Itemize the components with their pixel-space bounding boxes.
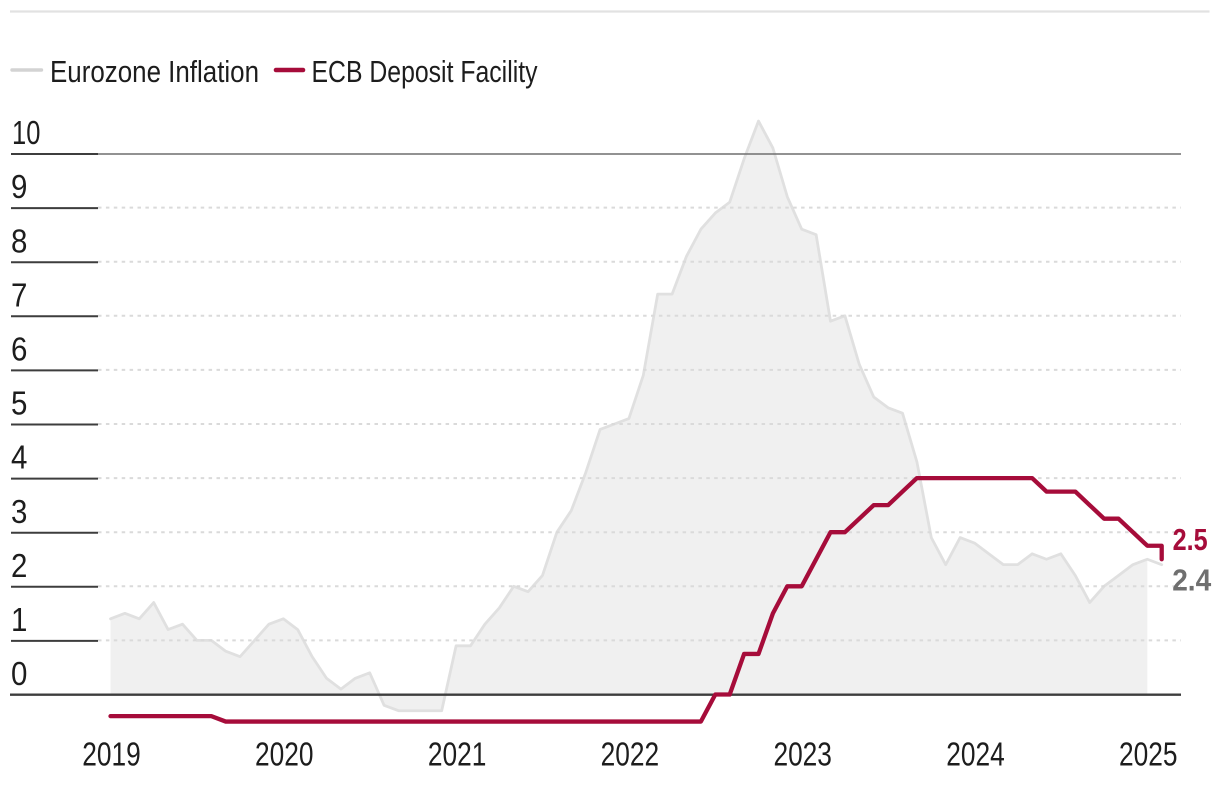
svg-text:2023: 2023 xyxy=(773,736,832,773)
svg-text:8: 8 xyxy=(11,222,27,259)
svg-text:2.5: 2.5 xyxy=(1173,522,1208,557)
svg-text:10: 10 xyxy=(12,114,40,151)
svg-text:2022: 2022 xyxy=(601,736,660,773)
svg-text:3: 3 xyxy=(11,493,27,530)
svg-text:ECB Deposit Facility: ECB Deposit Facility xyxy=(312,54,538,89)
svg-text:2019: 2019 xyxy=(82,736,141,773)
svg-text:2020: 2020 xyxy=(255,736,314,773)
svg-text:2: 2 xyxy=(11,547,27,584)
svg-text:9: 9 xyxy=(11,168,27,205)
svg-text:5: 5 xyxy=(11,385,27,422)
svg-text:Eurozone Inflation: Eurozone Inflation xyxy=(50,54,259,89)
svg-text:0: 0 xyxy=(11,655,27,692)
svg-text:1: 1 xyxy=(11,601,27,638)
svg-text:2021: 2021 xyxy=(428,736,487,773)
svg-text:2025: 2025 xyxy=(1119,736,1178,773)
svg-text:6: 6 xyxy=(11,331,27,368)
svg-text:7: 7 xyxy=(11,276,27,313)
svg-text:2024: 2024 xyxy=(946,736,1005,773)
svg-text:2.4: 2.4 xyxy=(1172,563,1212,598)
svg-text:4: 4 xyxy=(11,439,27,476)
